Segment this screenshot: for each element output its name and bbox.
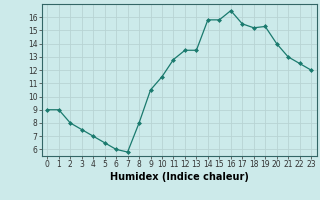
X-axis label: Humidex (Indice chaleur): Humidex (Indice chaleur) [110, 172, 249, 182]
